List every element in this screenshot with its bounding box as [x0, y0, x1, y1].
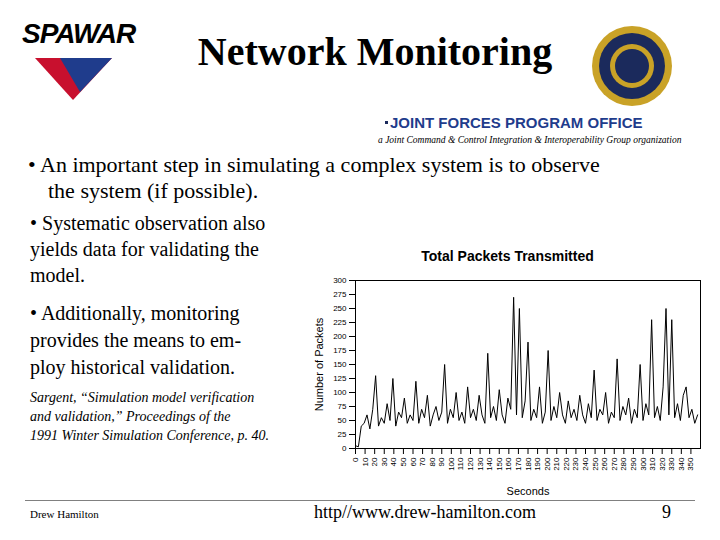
svg-text:90: 90 — [437, 457, 446, 466]
svg-text:30: 30 — [380, 457, 389, 466]
svg-text:50: 50 — [338, 416, 347, 425]
svg-text:100: 100 — [333, 388, 347, 397]
html-text:the system (if possible).: the system (if possible). — [48, 178, 259, 203]
svg-text:0: 0 — [351, 457, 360, 462]
svg-text:280: 280 — [619, 457, 628, 471]
svg-text:300: 300 — [639, 457, 648, 471]
svg-text:50: 50 — [399, 457, 408, 466]
svg-text:110: 110 — [456, 457, 465, 470]
svg-text:220: 220 — [562, 457, 571, 471]
svg-text:Number of Packets: Number of Packets — [313, 317, 325, 411]
svg-text:150: 150 — [333, 360, 347, 369]
svg-text:225: 225 — [333, 318, 347, 327]
svg-text:290: 290 — [629, 457, 638, 471]
svg-text:270: 270 — [610, 457, 619, 471]
svg-text:175: 175 — [333, 346, 347, 355]
html-text:model.: model. — [30, 264, 85, 286]
html-text:• Additionally, monitoring: • Additionally, monitoring — [30, 302, 240, 324]
svg-text:150: 150 — [495, 457, 504, 471]
html-text:• Systematic observation also: • Systematic observation also — [30, 212, 266, 234]
html-text:Sargent, “Simulation model ver: Sargent, “Simulation model verification — [30, 390, 255, 405]
svg-text:60: 60 — [409, 457, 418, 466]
svg-text:120: 120 — [466, 457, 475, 471]
svg-text:170: 170 — [514, 457, 523, 471]
svg-text:200: 200 — [543, 457, 552, 471]
svg-text:25: 25 — [338, 430, 347, 439]
html-text:yields data for validating the: yields data for validating the — [30, 238, 259, 260]
svg-text:250: 250 — [591, 457, 600, 471]
svg-text:310: 310 — [648, 457, 657, 471]
svg-text:140: 140 — [485, 457, 494, 471]
html-text:http//www.drew-hamilton.com: http//www.drew-hamilton.com — [314, 502, 536, 522]
svg-text:100: 100 — [447, 457, 456, 471]
svg-text:330: 330 — [667, 457, 676, 471]
html-text:Network Monitoring: Network Monitoring — [197, 29, 553, 74]
svg-text:250: 250 — [333, 304, 347, 313]
html-text:1991 Winter Simulation Confere: 1991 Winter Simulation Conference, p. 40… — [30, 428, 269, 443]
html-text:Total Packets Transmitted: Total Packets Transmitted — [421, 248, 594, 264]
svg-text:320: 320 — [658, 457, 667, 471]
svg-text:80: 80 — [428, 457, 437, 466]
html-text:JOINT FORCES PROGRAM OFFICE: JOINT FORCES PROGRAM OFFICE — [390, 114, 643, 131]
svg-text:0: 0 — [342, 444, 347, 453]
svg-text:240: 240 — [581, 457, 590, 471]
html-text:provides the means to em-: provides the means to em- — [30, 329, 242, 351]
svg-text:75: 75 — [338, 402, 347, 411]
svg-text:275: 275 — [333, 290, 347, 299]
svg-text:340: 340 — [677, 457, 686, 471]
html-text:Drew Hamilton: Drew Hamilton — [30, 508, 99, 520]
html-text:9: 9 — [662, 502, 671, 522]
svg-text:130: 130 — [476, 457, 485, 471]
svg-text:40: 40 — [389, 457, 398, 466]
svg-text:190: 190 — [533, 457, 542, 471]
svg-text:180: 180 — [524, 457, 533, 471]
svg-text:200: 200 — [333, 332, 347, 341]
html-text:a Joint Command & Control Inte: a Joint Command & Control Integration & … — [378, 135, 682, 145]
svg-text:70: 70 — [418, 457, 427, 466]
html-text:SPAWAR: SPAWAR — [22, 18, 136, 49]
svg-text:10: 10 — [361, 457, 370, 466]
svg-text:210: 210 — [552, 457, 561, 471]
svg-text:160: 160 — [504, 457, 513, 471]
svg-text:20: 20 — [370, 457, 379, 466]
svg-text:300: 300 — [333, 276, 347, 285]
svg-text:230: 230 — [571, 457, 580, 471]
svg-text:260: 260 — [600, 457, 609, 471]
html-text:ploy historical validation.: ploy historical validation. — [30, 356, 235, 378]
html-text:and validation,” Proceedings o: and validation,” Proceedings of the — [30, 409, 231, 424]
svg-text:125: 125 — [333, 374, 347, 383]
html-text:• An important step in simulat: • An important step in simulating a comp… — [28, 152, 600, 177]
svg-text:350: 350 — [686, 457, 695, 471]
svg-text:Seconds: Seconds — [507, 485, 550, 497]
